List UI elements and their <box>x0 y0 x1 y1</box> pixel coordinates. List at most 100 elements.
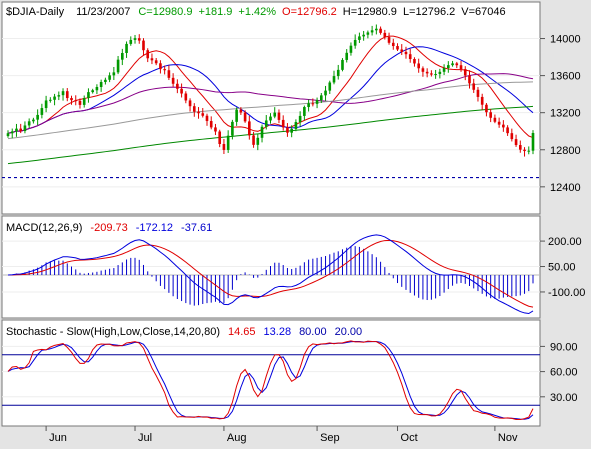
candle <box>468 70 471 89</box>
candle-body <box>421 68 425 72</box>
candle <box>455 61 459 69</box>
candle <box>176 79 179 94</box>
candle <box>27 118 31 129</box>
price-axis-ticks: 12400 12800 13200 13600 14000 <box>540 34 581 194</box>
candle <box>197 107 200 119</box>
candle-body <box>298 115 302 123</box>
candle-body <box>82 98 86 105</box>
candle-body <box>10 131 14 134</box>
candle <box>32 117 35 124</box>
candle-body <box>36 114 39 120</box>
candle-body <box>315 100 319 104</box>
candle-body <box>502 124 505 128</box>
macd-line <box>7 234 534 315</box>
candle-body <box>159 63 162 70</box>
macd-label: MACD(12,26,9) <box>6 222 82 234</box>
candle <box>523 147 526 157</box>
candle-body <box>23 125 27 132</box>
candle-body <box>163 69 166 71</box>
sma-20-line <box>7 46 534 134</box>
candle <box>205 113 209 126</box>
candle-body <box>146 50 150 59</box>
candle-body <box>180 88 183 94</box>
candle <box>74 95 78 106</box>
candle-body <box>497 121 501 125</box>
macd-tick-label: 200.00 <box>548 236 582 248</box>
x-tick-label: Nov <box>498 432 518 444</box>
candle <box>239 107 243 115</box>
candle-body <box>485 104 488 113</box>
candle-body <box>40 108 44 115</box>
candle <box>315 97 319 109</box>
candle-body <box>506 127 509 134</box>
header-low: L=12796.2 <box>403 6 455 18</box>
candle-body <box>74 100 78 102</box>
candle <box>447 61 450 73</box>
candle <box>260 124 264 143</box>
candle <box>442 64 446 76</box>
candle-body <box>264 120 268 127</box>
macd-legend: MACD(12,26,9) -209.73 -172.12 -37.61 <box>6 222 212 234</box>
header-close: C=12980.9 <box>138 6 192 18</box>
candle-body <box>408 54 412 60</box>
candle <box>159 60 162 74</box>
candle-body <box>104 79 107 83</box>
header-open: O=12796.2 <box>282 6 337 18</box>
candle <box>459 60 463 72</box>
candle-body <box>214 127 217 132</box>
candle <box>82 95 86 108</box>
candle-body <box>404 51 408 55</box>
candle-body <box>116 59 120 73</box>
candle <box>248 115 251 140</box>
candle <box>231 119 234 140</box>
candle-body <box>303 107 306 116</box>
candle-body <box>15 128 18 132</box>
stoch-tick-label: 30.00 <box>550 392 578 404</box>
candle-body <box>218 131 222 145</box>
candle <box>273 107 277 119</box>
candle-body <box>99 82 103 88</box>
candle <box>298 111 302 127</box>
macd-signal-value: -172.12 <box>136 222 173 234</box>
candle-body <box>248 121 251 136</box>
candle <box>332 70 336 85</box>
candle-body <box>353 39 357 46</box>
candle-body <box>311 103 315 105</box>
candle-body <box>243 112 247 122</box>
candle <box>49 97 52 103</box>
candle-body <box>154 60 158 64</box>
candle <box>226 130 230 153</box>
candle-body <box>345 52 349 60</box>
candle-body <box>341 59 344 70</box>
x-axis: Jun Jul Aug Sep Oct Nov <box>45 426 518 444</box>
candle-body <box>332 76 336 83</box>
candle <box>430 70 433 77</box>
candle <box>99 79 103 92</box>
candle <box>201 108 205 118</box>
candle-body <box>188 100 192 107</box>
candle <box>391 38 395 50</box>
candle <box>57 91 61 101</box>
candle <box>281 115 285 131</box>
candle <box>375 24 378 35</box>
candle-body <box>447 65 450 69</box>
candle-body <box>514 139 518 146</box>
candle-body <box>239 109 243 113</box>
candle <box>413 57 416 67</box>
x-tick-label: Jun <box>49 432 67 444</box>
candle <box>146 48 150 63</box>
candle-body <box>349 45 353 53</box>
header-volume: V=67046 <box>461 6 505 18</box>
candle-body <box>53 96 56 100</box>
candle-body <box>78 100 82 105</box>
candle <box>518 140 522 153</box>
candle <box>497 117 501 128</box>
candle <box>324 85 327 101</box>
macd-tick-label: -100.00 <box>548 287 585 299</box>
candle-body <box>319 95 323 101</box>
candle-body <box>171 77 175 84</box>
candle <box>10 128 14 139</box>
stoch-panel <box>1 319 541 427</box>
candle-body <box>121 52 124 60</box>
candle-body <box>32 119 35 122</box>
